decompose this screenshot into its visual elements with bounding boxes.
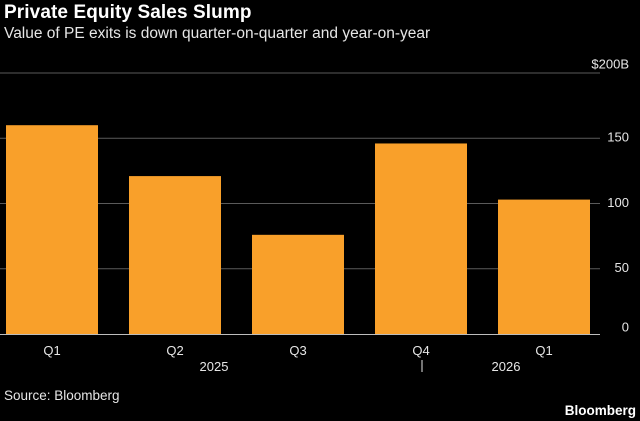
- bar-q3-2025: [252, 234, 344, 334]
- bar-q4-2025: [375, 143, 467, 334]
- bar-q1-2026: [498, 199, 590, 334]
- bar-q1-2025: [6, 125, 98, 334]
- bar-q2-2025: [129, 176, 221, 334]
- x-tick-label: Q1: [535, 343, 552, 358]
- chart-subtitle: Value of PE exits is down quarter-on-qua…: [4, 25, 431, 42]
- y-tick-label: 0: [622, 319, 629, 334]
- x-tick-label: Q1: [43, 343, 60, 358]
- x-tick-label: Q3: [289, 343, 306, 358]
- year-label: 2026: [492, 359, 521, 374]
- year-label: 2025: [200, 359, 229, 374]
- x-tick-label: Q2: [166, 343, 183, 358]
- y-tick-label: 100: [607, 195, 629, 210]
- bloomberg-logo: Bloomberg: [564, 403, 636, 418]
- y-tick-label: 150: [607, 130, 629, 145]
- chart-title: Private Equity Sales Slump: [4, 2, 252, 23]
- y-tick-label: 50: [615, 260, 629, 275]
- x-tick-label: Q4: [412, 343, 429, 358]
- y-tick-label: $200B: [591, 56, 629, 71]
- source-note: Source: Bloomberg: [4, 388, 120, 403]
